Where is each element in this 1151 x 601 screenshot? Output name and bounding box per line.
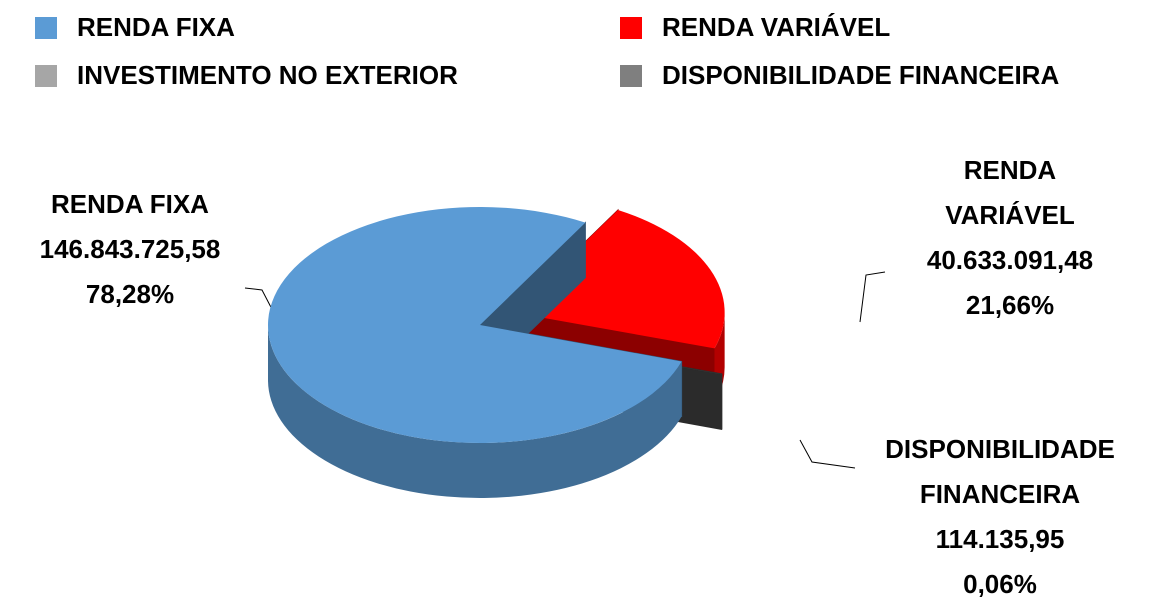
label-amount: 40.633.091,48 <box>926 245 1094 275</box>
slice <box>267 207 682 444</box>
label-percent: 78,28% <box>85 279 175 309</box>
data-label: DISPONIBILIDADE FINANCEIRA 114.135,95 0,… <box>852 427 1148 601</box>
legend-swatch <box>35 16 57 39</box>
legend-swatch <box>620 16 642 39</box>
slice-side <box>268 325 682 498</box>
legend-item: RENDA FIXA <box>35 12 235 43</box>
label-percent: 0,06% <box>963 569 1037 599</box>
legend-swatch <box>620 64 642 87</box>
legend-item: INVESTIMENTO NO EXTERIOR <box>35 60 458 91</box>
legend-label: RENDA FIXA <box>77 12 235 42</box>
legend-item: DISPONIBILIDADE FINANCEIRA <box>620 60 1059 91</box>
label-category: DISPONIBILIDADE FINANCEIRA <box>885 434 1115 509</box>
label-percent: 21,66% <box>965 290 1055 320</box>
legend-item: RENDA VARIÁVEL <box>620 12 890 43</box>
label-category: RENDA VARIÁVEL <box>945 155 1075 230</box>
leader-line <box>859 271 886 323</box>
legend-label: INVESTIMENTO NO EXTERIOR <box>77 60 458 90</box>
legend-swatch <box>35 64 57 87</box>
legend-label: DISPONIBILIDADE FINANCEIRA <box>662 60 1060 90</box>
data-label: RENDA FIXA 146.843.725,58 78,28% <box>0 182 280 317</box>
slice <box>512 209 725 349</box>
data-label: RENDA VARIÁVEL 40.633.091,48 21,66% <box>900 148 1120 328</box>
label-amount: 114.135,95 <box>935 524 1065 554</box>
leader-line <box>799 439 856 469</box>
label-amount: 146.843.725,58 <box>39 234 221 264</box>
label-category: RENDA FIXA <box>51 189 209 219</box>
legend-label: RENDA VARIÁVEL <box>662 12 891 42</box>
